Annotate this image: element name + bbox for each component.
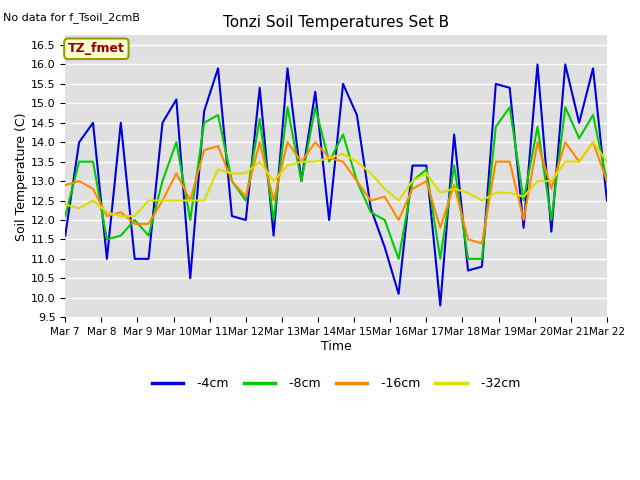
X-axis label: Time: Time bbox=[321, 340, 351, 353]
Text: No data for f_Tsoil_2cmB: No data for f_Tsoil_2cmB bbox=[3, 12, 140, 23]
Title: Tonzi Soil Temperatures Set B: Tonzi Soil Temperatures Set B bbox=[223, 15, 449, 30]
Legend:  -4cm,  -8cm,  -16cm,  -32cm: -4cm, -8cm, -16cm, -32cm bbox=[147, 372, 525, 396]
Text: TZ_fmet: TZ_fmet bbox=[68, 42, 125, 55]
Y-axis label: Soil Temperature (C): Soil Temperature (C) bbox=[15, 112, 28, 240]
